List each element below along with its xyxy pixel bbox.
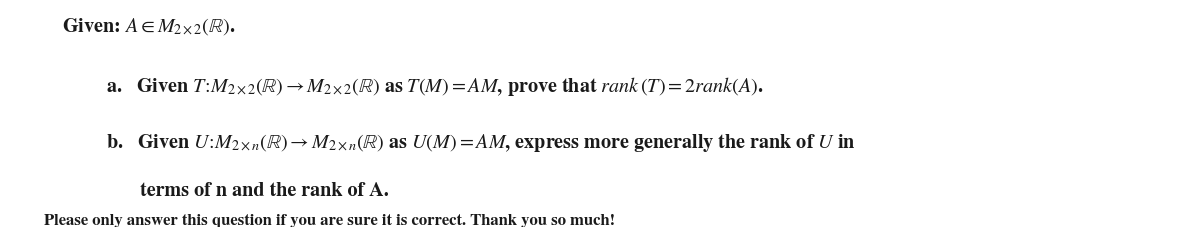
- Text: Given: $A \in M_{2\times2}(\mathbb{R})$.: Given: $A \in M_{2\times2}(\mathbb{R})$.: [62, 16, 235, 37]
- Text: Please only answer this question if you are sure it is correct. Thank you so muc: Please only answer this question if you …: [44, 213, 616, 227]
- Text: b.   Given $U\!:\!M_{2\times n}(\mathbb{R}) \to M_{2\times n}(\mathbb{R})$ as $U: b. Given $U\!:\!M_{2\times n}(\mathbb{R}…: [106, 132, 856, 153]
- Text: terms of n and the rank of A.: terms of n and the rank of A.: [140, 182, 389, 200]
- Text: a.   Given $T\!:\!M_{2\times2}(\mathbb{R}) \to M_{2\times2}(\mathbb{R})$ as $T(M: a. Given $T\!:\!M_{2\times2}(\mathbb{R})…: [106, 75, 763, 98]
